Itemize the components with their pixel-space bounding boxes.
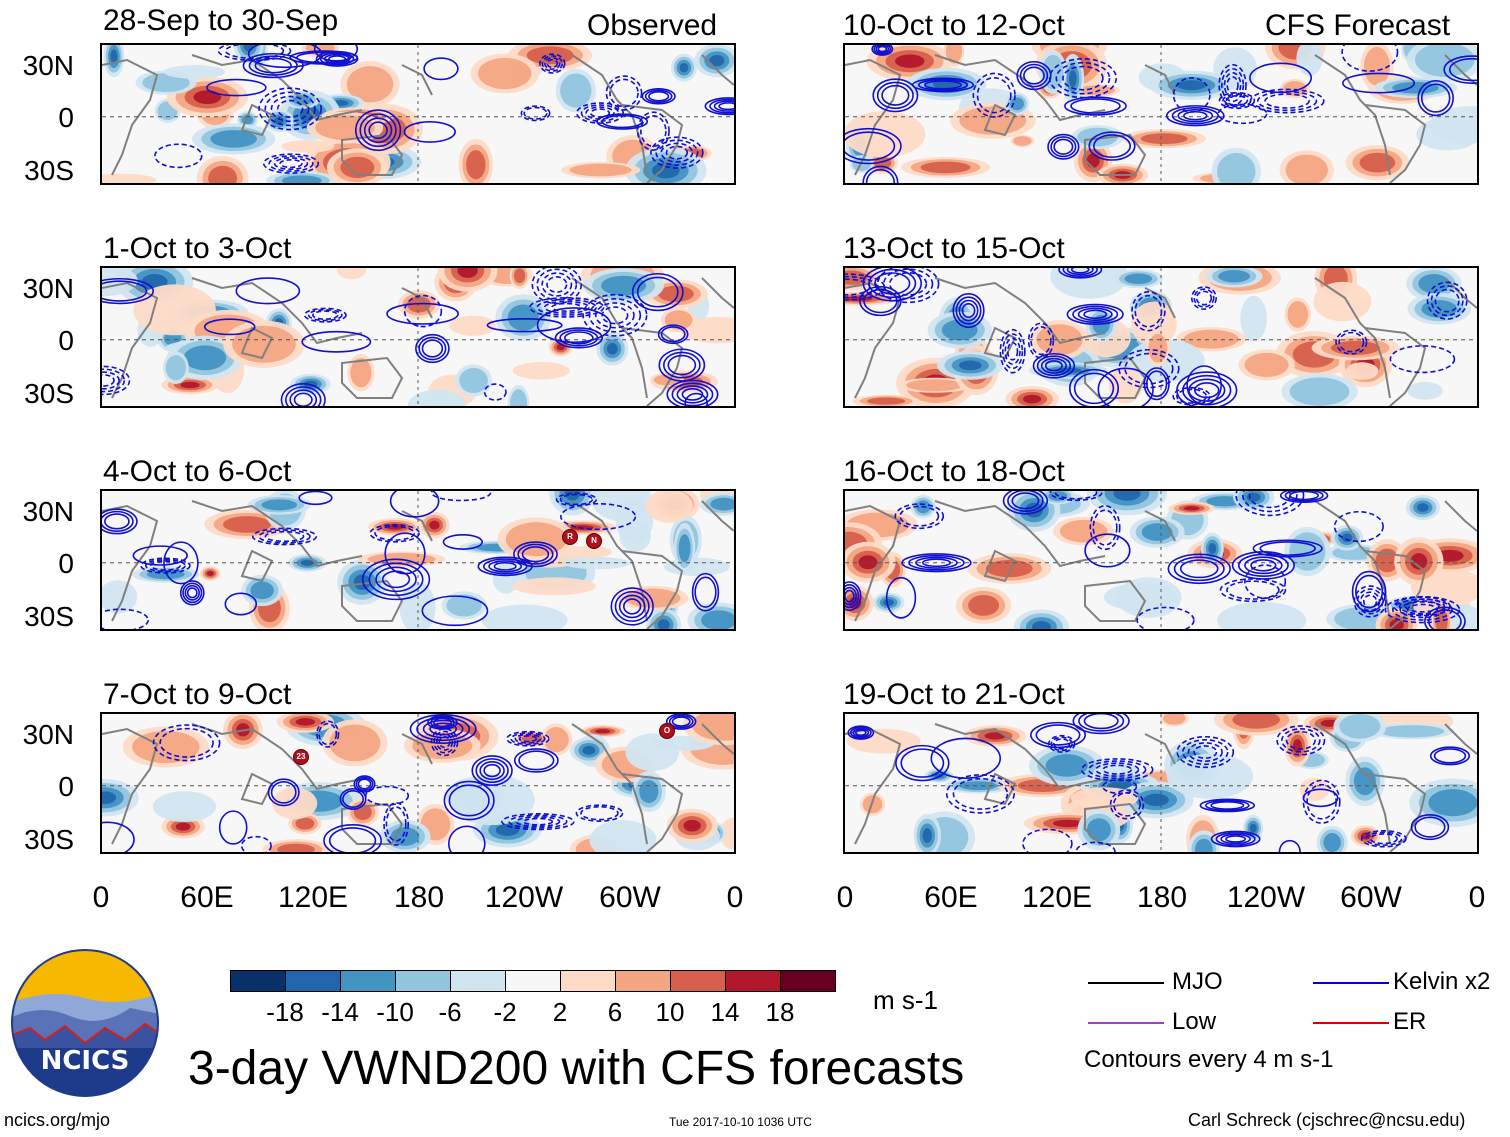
colorbar-tick-label: 18 <box>765 997 795 1027</box>
lon-label: 0 <box>836 881 854 914</box>
lat-label-30n: 30N <box>22 273 74 304</box>
lon-label: 120W <box>484 881 564 914</box>
colorbar-swatch <box>395 970 451 992</box>
map-field <box>845 714 1477 852</box>
colorbar-tick-label: 10 <box>655 997 685 1027</box>
map-panel-7 <box>843 489 1479 631</box>
map-panel-1 <box>100 43 736 185</box>
colorbar-swatch <box>560 970 616 992</box>
footer-timestamp: Tue 2017-10-10 1036 UTC <box>669 1115 812 1129</box>
colorbar-tick-label: -18 <box>266 997 304 1027</box>
colorbar-swatch <box>780 970 836 992</box>
lat-label-30n: 30N <box>22 50 74 81</box>
panel-5-title: 10-Oct to 12-Oct <box>843 9 1065 42</box>
panel-7-title: 16-Oct to 18-Oct <box>843 455 1065 488</box>
legend-er-label: ER <box>1393 1008 1427 1035</box>
panel-1-title: 28-Sep to 30-Sep <box>103 4 339 37</box>
colorbar-swatch <box>340 970 396 992</box>
lon-label: 0 <box>92 881 110 914</box>
colorbar-tick-label: 2 <box>552 997 568 1027</box>
main-title: 3-day VWND200 with CFS forecasts <box>188 1042 965 1095</box>
lat-label-30n: 30N <box>22 719 74 750</box>
panel-3-title: 4-Oct to 6-Oct <box>103 455 292 488</box>
colorbar-units: m s-1 <box>873 985 938 1015</box>
map-panel-2 <box>100 266 736 408</box>
legend-kelvin-label: Kelvin x2 <box>1393 968 1491 995</box>
lon-label: 60E <box>180 881 234 914</box>
map-panel-8 <box>843 712 1479 854</box>
map-field <box>845 491 1477 629</box>
colorbar-tick-label: -10 <box>376 997 414 1027</box>
legend-low-label: Low <box>1172 1008 1217 1035</box>
lon-label: 120E <box>277 881 349 914</box>
lon-label: 180 <box>393 881 445 914</box>
lat-label-eq: 0 <box>58 102 74 133</box>
legend-mjo-line <box>1088 982 1164 984</box>
panel-6-title: 13-Oct to 15-Oct <box>843 232 1065 265</box>
map-panel-3: R N <box>100 489 736 631</box>
map-field <box>102 45 734 183</box>
colorbar-swatch <box>725 970 781 992</box>
legend-low-line <box>1088 1022 1164 1024</box>
colorbar-swatch <box>285 970 341 992</box>
lon-label: 60W <box>1340 881 1402 914</box>
panel-8-title: 19-Oct to 21-Oct <box>843 678 1065 711</box>
lat-label-30s: 30S <box>24 155 74 186</box>
lat-label-30s: 30S <box>24 378 74 409</box>
map-panel-6 <box>843 266 1479 408</box>
panel-2-title: 1-Oct to 3-Oct <box>103 232 292 265</box>
observed-label: Observed <box>587 9 718 42</box>
lon-label: 120W <box>1226 881 1306 914</box>
map-field <box>845 45 1477 183</box>
storm-marker: R <box>562 529 578 545</box>
cfs-forecast-label: CFS Forecast <box>1265 9 1451 42</box>
colorbar-swatch <box>450 970 506 992</box>
storm-marker: O <box>659 723 675 739</box>
lon-label: 60W <box>599 881 661 914</box>
lon-label: 60E <box>924 881 978 914</box>
colorbar-swatch <box>505 970 561 992</box>
map-panel-5 <box>843 43 1479 185</box>
logo-text: NCICS <box>40 1046 130 1076</box>
colorbar-swatch <box>670 970 726 992</box>
lon-label: 120E <box>1021 881 1093 914</box>
legend-kelvin-line <box>1313 982 1389 984</box>
map-field <box>102 491 734 629</box>
colorbar-tick-label: -2 <box>493 997 517 1027</box>
lat-label-eq: 0 <box>58 771 74 802</box>
colorbar-tick-label: 6 <box>607 997 623 1027</box>
storm-marker: N <box>586 533 602 549</box>
map-field <box>845 268 1477 406</box>
colorbar-swatch <box>615 970 671 992</box>
storm-marker: 23 <box>293 749 309 765</box>
map-field <box>102 714 734 852</box>
map-field <box>102 268 734 406</box>
map-panel-4: 23 O <box>100 712 736 854</box>
panel-4-title: 7-Oct to 9-Oct <box>103 678 292 711</box>
legend-contour-note: Contours every 4 m s-1 <box>1084 1046 1334 1073</box>
lat-label-eq: 0 <box>58 325 74 356</box>
lat-label-eq: 0 <box>58 548 74 579</box>
lon-label: 180 <box>1136 881 1188 914</box>
colorbar-tick-label: -14 <box>321 997 359 1027</box>
legend-er-line <box>1313 1022 1389 1024</box>
footer-author: Carl Schreck (cjschrec@ncsu.edu) <box>1188 1110 1466 1130</box>
lon-label: 0 <box>1468 881 1486 914</box>
lat-label-30s: 30S <box>24 601 74 632</box>
colorbar-swatch <box>230 970 286 992</box>
colorbar-tick-label: -6 <box>438 997 462 1027</box>
lon-label: 0 <box>726 881 744 914</box>
ncics-logo: NCICS <box>10 948 160 1098</box>
lat-label-30s: 30S <box>24 824 74 855</box>
footer-url: ncics.org/mjo <box>4 1110 111 1130</box>
lat-label-30n: 30N <box>22 496 74 527</box>
legend-mjo-label: MJO <box>1172 968 1223 995</box>
colorbar-tick-label: 14 <box>710 997 740 1027</box>
